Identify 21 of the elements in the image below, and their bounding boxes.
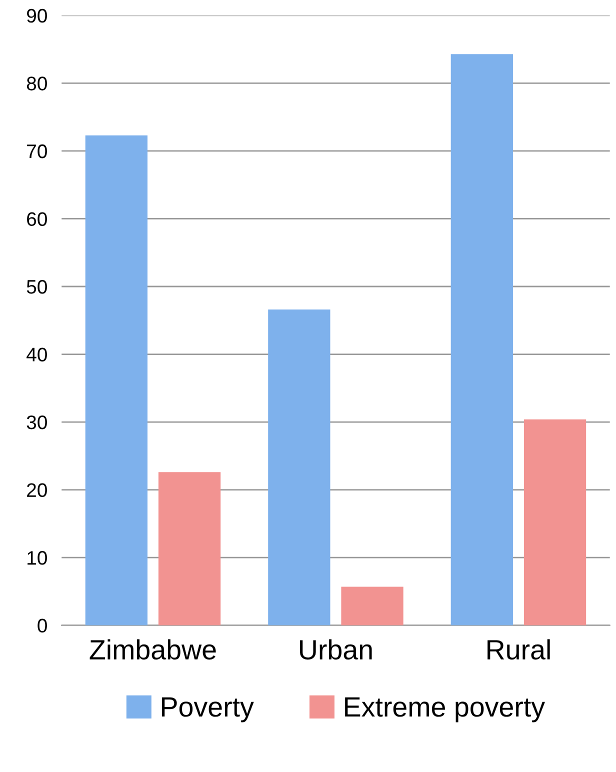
- y-tick-label: 70: [27, 144, 47, 158]
- y-tick-label: 90: [26, 8, 47, 23]
- bar: [158, 472, 221, 626]
- bar: [85, 135, 148, 626]
- y-tick-label: 60: [27, 212, 47, 226]
- bar: [268, 310, 330, 626]
- y-tick-label: 40: [26, 348, 47, 362]
- legend-label: Poverty: [162, 697, 254, 722]
- legend-label: Extreme poverty: [345, 697, 545, 722]
- x-tick-label: Zimbabwe: [90, 639, 216, 660]
- y-tick-label: 50: [26, 280, 47, 294]
- y-tick-label: 20: [27, 483, 47, 498]
- x-tick-label: Rural: [488, 639, 550, 660]
- y-tick-label: 10: [28, 551, 47, 565]
- y-tick-label: 30: [26, 415, 47, 430]
- bar: [450, 54, 513, 626]
- x-tick-label: Urban: [300, 639, 372, 660]
- bar: [341, 586, 404, 626]
- y-tick-label: 80: [26, 76, 47, 90]
- bar: [524, 419, 586, 626]
- y-tick-label: 0: [38, 618, 47, 633]
